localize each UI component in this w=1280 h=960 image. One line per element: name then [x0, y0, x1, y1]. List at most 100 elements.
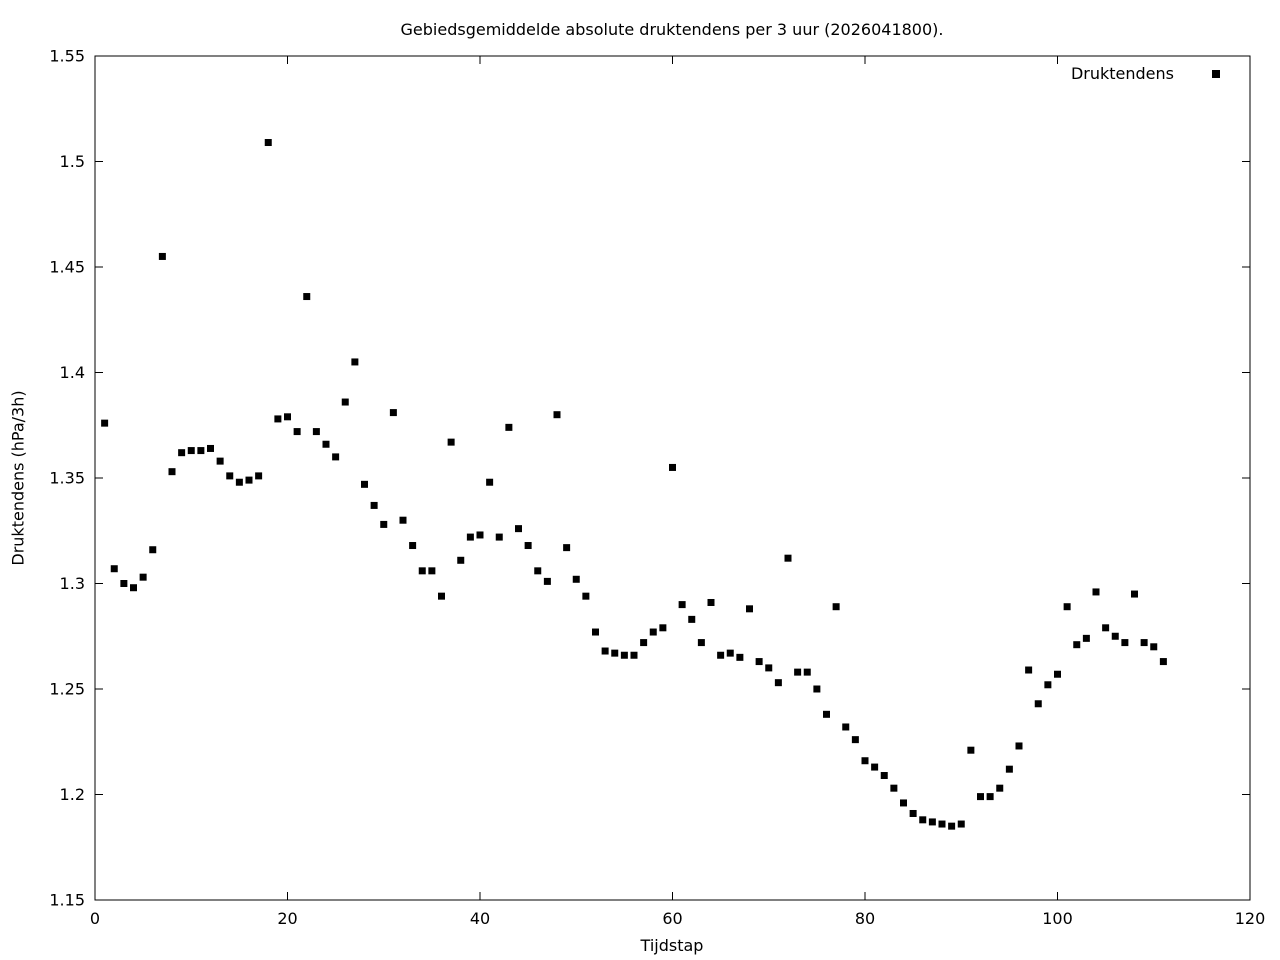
data-point [284, 413, 291, 421]
data-point [110, 565, 118, 573]
data-point [746, 605, 753, 613]
data-point [697, 639, 705, 647]
data-point [130, 584, 137, 592]
data-point [457, 556, 465, 564]
legend: Druktendens [1071, 63, 1220, 84]
chart-title: Gebiedsgemiddelde absolute druktendens p… [400, 20, 944, 39]
data-point [909, 809, 917, 817]
data-point [139, 573, 147, 581]
data-point [620, 651, 628, 659]
y-tick-label: 1.35 [49, 469, 85, 488]
data-point [168, 468, 176, 476]
data-point [871, 763, 879, 771]
data-point [351, 358, 359, 366]
data-point [466, 533, 474, 541]
data-point [534, 567, 542, 575]
data-point [1140, 639, 1148, 647]
data-point [592, 628, 599, 636]
data-point [736, 653, 744, 661]
y-tick-label: 1.5 [60, 152, 85, 171]
data-point [476, 531, 484, 539]
data-point [322, 440, 330, 448]
data-point [158, 252, 166, 260]
data-point [726, 649, 734, 657]
data-point [948, 822, 956, 830]
data-point [823, 710, 830, 718]
x-tick-label: 20 [277, 909, 297, 928]
data-point [813, 685, 821, 693]
data-point [659, 624, 667, 632]
data-point [120, 580, 128, 587]
data-point [842, 723, 850, 731]
data-point [1005, 765, 1013, 773]
data-point [919, 816, 927, 824]
data-point [1044, 681, 1052, 689]
data-point [1082, 634, 1090, 642]
data-point [678, 601, 686, 609]
data-point [226, 472, 234, 480]
data-point [996, 784, 1004, 792]
data-point [582, 592, 590, 600]
data-point [630, 651, 638, 659]
data-point [312, 428, 320, 436]
data-point [880, 772, 888, 780]
x-tick-label: 40 [470, 909, 490, 928]
data-point [447, 438, 455, 446]
data-point [851, 736, 859, 744]
x-tick-label: 60 [662, 909, 682, 928]
y-tick-label: 1.4 [60, 363, 85, 382]
data-point [611, 649, 619, 657]
data-point [245, 476, 253, 484]
data-point [197, 447, 205, 455]
data-point [928, 818, 936, 826]
data-point [1054, 670, 1061, 678]
data-point [515, 525, 522, 533]
x-tick-label: 120 [1235, 909, 1266, 928]
data-point [957, 820, 965, 828]
data-point [341, 398, 349, 406]
data-point [553, 411, 561, 419]
data-point [890, 784, 898, 792]
data-point [1150, 643, 1158, 651]
data-point [264, 139, 272, 147]
y-tick-label: 1.2 [60, 785, 85, 804]
legend-label: Druktendens [1070, 64, 1174, 83]
data-point [717, 651, 725, 659]
x-tick-label: 80 [855, 909, 875, 928]
data-point [255, 472, 263, 480]
data-point [149, 546, 157, 554]
data-point [524, 542, 532, 550]
data-point [784, 554, 792, 562]
x-tick-label: 0 [90, 909, 100, 928]
legend-marker-icon [1212, 69, 1220, 78]
data-point [755, 658, 763, 666]
plot-border [94, 55, 1251, 901]
data-point [572, 575, 580, 583]
data-point [101, 419, 109, 427]
data-point [1131, 590, 1138, 598]
data-point [380, 520, 388, 528]
data-point [640, 639, 648, 647]
data-point [1034, 700, 1042, 708]
data-point [1073, 641, 1081, 649]
data-point [688, 615, 696, 623]
data-point [389, 409, 397, 417]
data-point [1025, 666, 1033, 674]
data-point [765, 664, 773, 672]
data-point [707, 598, 715, 606]
data-point [293, 428, 301, 436]
data-point [832, 603, 840, 611]
data-point [1092, 588, 1100, 596]
data-point [361, 480, 368, 488]
data-point [803, 668, 811, 676]
y-tick-label: 1.25 [49, 680, 85, 699]
data-point [1111, 632, 1119, 640]
data-point [409, 542, 417, 550]
data-point [669, 463, 676, 471]
data-point [1159, 658, 1167, 666]
data-point [794, 668, 802, 676]
data-point [543, 577, 551, 585]
data-point [505, 423, 513, 431]
data-point [438, 592, 445, 600]
